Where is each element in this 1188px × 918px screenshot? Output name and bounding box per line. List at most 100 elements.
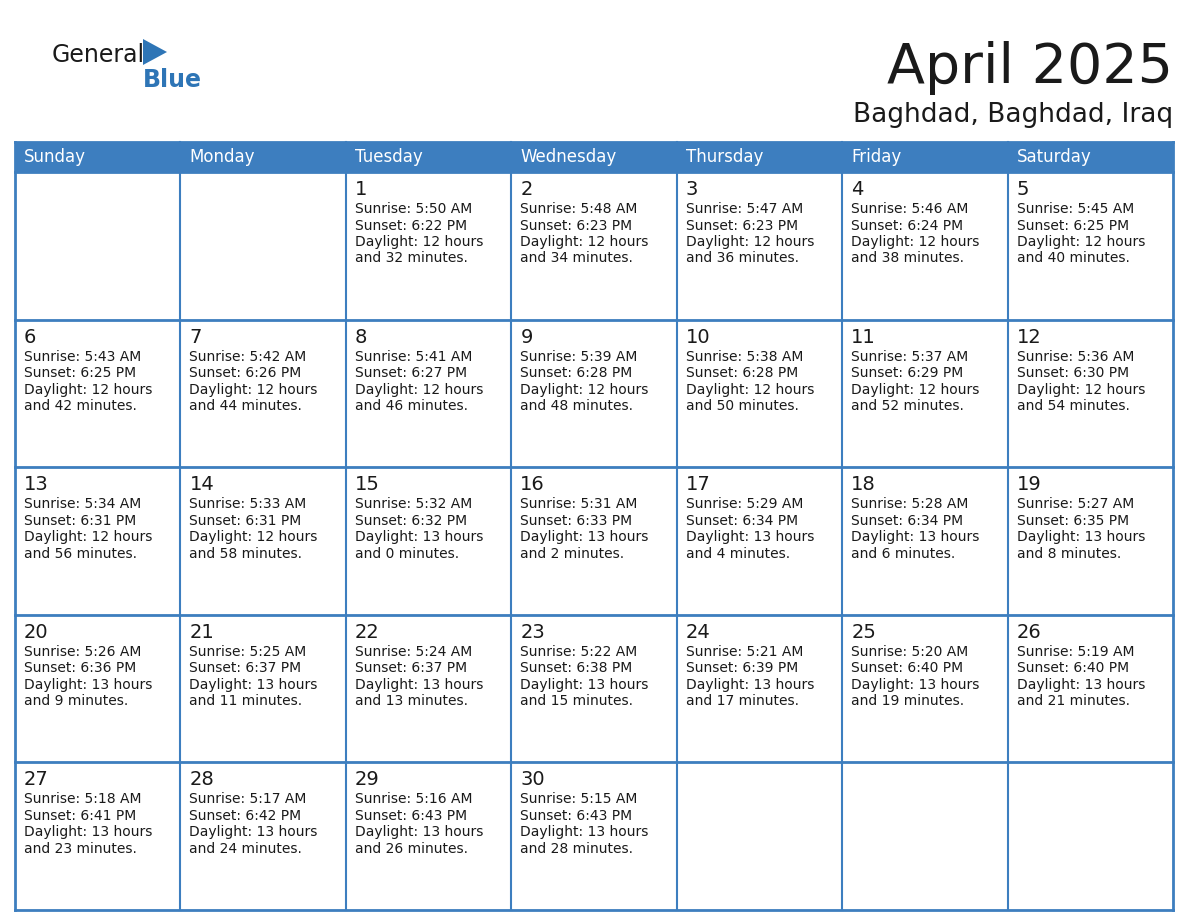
- Text: Sunrise: 5:37 AM: Sunrise: 5:37 AM: [851, 350, 968, 364]
- Text: and 28 minutes.: and 28 minutes.: [520, 842, 633, 856]
- Text: Sunrise: 5:45 AM: Sunrise: 5:45 AM: [1017, 202, 1133, 216]
- Text: General: General: [52, 43, 145, 67]
- Text: Daylight: 13 hours: Daylight: 13 hours: [520, 531, 649, 544]
- Text: 8: 8: [355, 328, 367, 347]
- Bar: [182, 173, 345, 319]
- Text: 12: 12: [1017, 328, 1042, 347]
- Text: 19: 19: [1017, 476, 1042, 494]
- Text: Sunrise: 5:18 AM: Sunrise: 5:18 AM: [24, 792, 141, 806]
- Text: Sunset: 6:29 PM: Sunset: 6:29 PM: [851, 366, 963, 380]
- Text: Sunset: 6:36 PM: Sunset: 6:36 PM: [24, 661, 137, 676]
- Bar: [347, 468, 511, 614]
- Bar: [15, 142, 1173, 172]
- Text: Sunset: 6:28 PM: Sunset: 6:28 PM: [520, 366, 632, 380]
- Text: Sunset: 6:25 PM: Sunset: 6:25 PM: [24, 366, 137, 380]
- Text: and 36 minutes.: and 36 minutes.: [685, 252, 798, 265]
- Text: 14: 14: [189, 476, 214, 494]
- Text: 7: 7: [189, 328, 202, 347]
- Text: Sunset: 6:42 PM: Sunset: 6:42 PM: [189, 809, 302, 823]
- Bar: [1009, 764, 1173, 909]
- Text: Sunrise: 5:16 AM: Sunrise: 5:16 AM: [355, 792, 473, 806]
- Text: and 50 minutes.: and 50 minutes.: [685, 399, 798, 413]
- Text: 5: 5: [1017, 180, 1029, 199]
- Text: and 26 minutes.: and 26 minutes.: [355, 842, 468, 856]
- Text: and 52 minutes.: and 52 minutes.: [851, 399, 963, 413]
- Text: Daylight: 13 hours: Daylight: 13 hours: [1017, 531, 1145, 544]
- Text: and 58 minutes.: and 58 minutes.: [189, 547, 303, 561]
- Text: April 2025: April 2025: [887, 41, 1173, 95]
- Text: Sunrise: 5:17 AM: Sunrise: 5:17 AM: [189, 792, 307, 806]
- Text: 23: 23: [520, 622, 545, 642]
- Text: Daylight: 12 hours: Daylight: 12 hours: [685, 235, 814, 249]
- Text: and 4 minutes.: and 4 minutes.: [685, 547, 790, 561]
- Text: Sunset: 6:25 PM: Sunset: 6:25 PM: [1017, 218, 1129, 232]
- Text: 1: 1: [355, 180, 367, 199]
- Text: Daylight: 13 hours: Daylight: 13 hours: [520, 825, 649, 839]
- Text: Sunset: 6:41 PM: Sunset: 6:41 PM: [24, 809, 137, 823]
- Text: 27: 27: [24, 770, 49, 789]
- Bar: [843, 320, 1006, 466]
- Text: Daylight: 12 hours: Daylight: 12 hours: [520, 235, 649, 249]
- Text: and 15 minutes.: and 15 minutes.: [520, 694, 633, 709]
- Text: 15: 15: [355, 476, 380, 494]
- Text: 10: 10: [685, 328, 710, 347]
- Bar: [15, 468, 179, 614]
- Text: 30: 30: [520, 770, 545, 789]
- Text: Sunrise: 5:47 AM: Sunrise: 5:47 AM: [685, 202, 803, 216]
- Text: Daylight: 13 hours: Daylight: 13 hours: [520, 677, 649, 692]
- Text: Sunrise: 5:43 AM: Sunrise: 5:43 AM: [24, 350, 141, 364]
- Bar: [512, 173, 676, 319]
- Text: 17: 17: [685, 476, 710, 494]
- Text: Sunset: 6:33 PM: Sunset: 6:33 PM: [520, 514, 632, 528]
- Text: Sunrise: 5:19 AM: Sunrise: 5:19 AM: [1017, 644, 1135, 659]
- Bar: [347, 320, 511, 466]
- Text: Monday: Monday: [189, 148, 255, 166]
- Text: Sunset: 6:34 PM: Sunset: 6:34 PM: [685, 514, 798, 528]
- Bar: [512, 320, 676, 466]
- Text: Sunrise: 5:50 AM: Sunrise: 5:50 AM: [355, 202, 472, 216]
- Text: Wednesday: Wednesday: [520, 148, 617, 166]
- Text: Daylight: 12 hours: Daylight: 12 hours: [851, 383, 980, 397]
- Text: Daylight: 13 hours: Daylight: 13 hours: [189, 677, 318, 692]
- Bar: [677, 173, 841, 319]
- Text: Sunrise: 5:15 AM: Sunrise: 5:15 AM: [520, 792, 638, 806]
- Text: 29: 29: [355, 770, 380, 789]
- Text: Daylight: 13 hours: Daylight: 13 hours: [685, 677, 814, 692]
- Text: Sunrise: 5:21 AM: Sunrise: 5:21 AM: [685, 644, 803, 659]
- Text: Sunrise: 5:46 AM: Sunrise: 5:46 AM: [851, 202, 968, 216]
- Text: 9: 9: [520, 328, 532, 347]
- Text: Sunset: 6:38 PM: Sunset: 6:38 PM: [520, 661, 632, 676]
- Bar: [15, 320, 179, 466]
- Text: Sunset: 6:39 PM: Sunset: 6:39 PM: [685, 661, 798, 676]
- Text: and 19 minutes.: and 19 minutes.: [851, 694, 965, 709]
- Bar: [677, 320, 841, 466]
- Text: Sunday: Sunday: [24, 148, 86, 166]
- Text: Daylight: 13 hours: Daylight: 13 hours: [851, 677, 980, 692]
- Text: Daylight: 12 hours: Daylight: 12 hours: [520, 383, 649, 397]
- Text: Sunrise: 5:33 AM: Sunrise: 5:33 AM: [189, 498, 307, 511]
- Text: Sunrise: 5:20 AM: Sunrise: 5:20 AM: [851, 644, 968, 659]
- Bar: [512, 764, 676, 909]
- Text: Daylight: 13 hours: Daylight: 13 hours: [355, 825, 484, 839]
- Text: Sunset: 6:43 PM: Sunset: 6:43 PM: [520, 809, 632, 823]
- Bar: [182, 468, 345, 614]
- Text: Sunset: 6:23 PM: Sunset: 6:23 PM: [520, 218, 632, 232]
- Text: Sunset: 6:40 PM: Sunset: 6:40 PM: [1017, 661, 1129, 676]
- Text: Sunrise: 5:36 AM: Sunrise: 5:36 AM: [1017, 350, 1135, 364]
- Text: and 6 minutes.: and 6 minutes.: [851, 547, 955, 561]
- Text: Sunset: 6:31 PM: Sunset: 6:31 PM: [189, 514, 302, 528]
- Bar: [347, 764, 511, 909]
- Bar: [843, 616, 1006, 761]
- Text: 2: 2: [520, 180, 532, 199]
- Text: Sunrise: 5:41 AM: Sunrise: 5:41 AM: [355, 350, 473, 364]
- Text: and 32 minutes.: and 32 minutes.: [355, 252, 468, 265]
- Text: Daylight: 12 hours: Daylight: 12 hours: [1017, 383, 1145, 397]
- Text: Daylight: 13 hours: Daylight: 13 hours: [24, 677, 152, 692]
- Text: and 44 minutes.: and 44 minutes.: [189, 399, 302, 413]
- Text: 25: 25: [851, 622, 876, 642]
- Text: and 34 minutes.: and 34 minutes.: [520, 252, 633, 265]
- Bar: [677, 764, 841, 909]
- Text: and 11 minutes.: and 11 minutes.: [189, 694, 303, 709]
- Bar: [677, 616, 841, 761]
- Bar: [15, 172, 1173, 910]
